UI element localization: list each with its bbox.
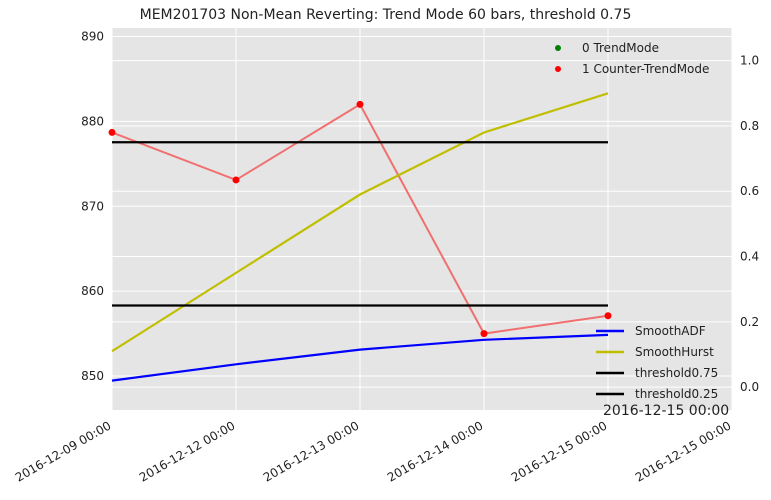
left-y-tick-label: 860: [81, 284, 104, 298]
legend-label: SmoothADF: [635, 324, 706, 338]
legend-label: 0 TrendMode: [582, 41, 659, 55]
legend-label: threshold0.75: [635, 366, 718, 380]
legend-label: 1 Counter-TrendMode: [582, 62, 709, 76]
x-tick-label: 2016-12-15 00:00: [633, 418, 734, 484]
scatter-point: [232, 176, 240, 184]
scatter-point: [356, 100, 364, 108]
right-y-tick-label: 0.8: [740, 119, 759, 133]
legend-marker: [555, 45, 561, 51]
legend-marker: [555, 66, 561, 72]
left-y-tick-label: 850: [81, 369, 104, 383]
right-y-tick-label: 0.4: [740, 250, 759, 264]
x-tick-label: 2016-12-14 00:00: [385, 418, 486, 484]
right-y-tick-label: 1.0: [740, 54, 759, 68]
left-y-tick-label: 880: [81, 114, 104, 128]
x-tick-label: 2016-12-15 00:00: [509, 418, 610, 484]
right-y-tick-label: 0.6: [740, 184, 759, 198]
right-y-tick-label: 0.0: [740, 380, 759, 394]
chart-title: MEM201703 Non-Mean Reverting: Trend Mode…: [139, 7, 632, 23]
x-offset-label: 2016-12-15 00:00: [603, 403, 730, 419]
legend-label: SmoothHurst: [635, 345, 714, 359]
scatter-point: [108, 128, 116, 136]
left-y-tick-label: 890: [81, 29, 104, 43]
series-line-smoothadf: [111, 333, 609, 382]
right-y-tick-label: 0.2: [740, 315, 759, 329]
left-y-tick-label: 870: [81, 199, 104, 213]
scatter-point: [604, 312, 612, 320]
x-tick-label: 2016-12-13 00:00: [261, 418, 362, 484]
x-tick-label: 2016-12-09 00:00: [13, 418, 114, 484]
scatter-point: [480, 330, 488, 338]
legend-label: threshold0.25: [635, 387, 718, 401]
x-tick-label: 2016-12-12 00:00: [137, 418, 238, 484]
series-line-smoothhurst: [111, 92, 609, 353]
